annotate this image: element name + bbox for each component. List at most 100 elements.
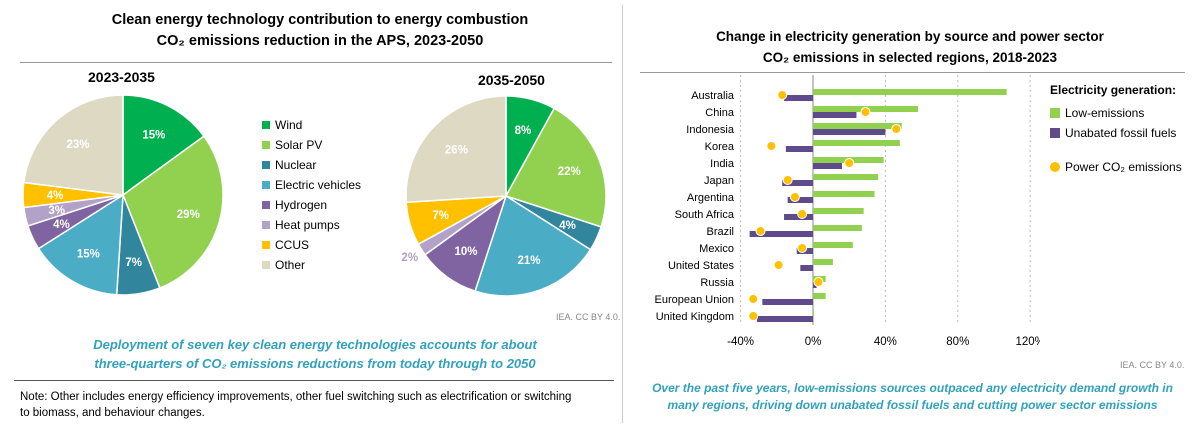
y-category-label: Mexico xyxy=(699,243,734,255)
left-divider xyxy=(20,62,612,63)
bar-fossil xyxy=(800,265,813,271)
bar-low-emissions xyxy=(813,293,826,299)
bar-low-emissions xyxy=(813,310,814,316)
right-source: IEA. CC BY 4.0. xyxy=(1120,360,1185,370)
pie-data-label: 23% xyxy=(67,139,90,151)
bar-fossil xyxy=(813,112,857,118)
legend-item: Electric vehicles xyxy=(262,175,361,195)
bar-low-emissions xyxy=(813,225,862,231)
right-divider xyxy=(640,72,1185,73)
y-category-label: Russia xyxy=(700,277,735,289)
bar-low-emissions xyxy=(813,89,1007,95)
pie1-title: 2023-2035 xyxy=(88,69,155,85)
bar-fossil xyxy=(762,299,813,305)
pie-slice xyxy=(122,94,205,197)
legend-swatch xyxy=(262,241,270,249)
legend-item: Hydrogen xyxy=(262,195,361,215)
co2-dot xyxy=(789,192,800,202)
pie-legend: Wind Solar PV Nuclear Electric vehicles Hydr… xyxy=(262,115,361,275)
right-title-line2: CO₂ emissions in selected regions, 2018-… xyxy=(762,50,1058,65)
bar-fossil xyxy=(785,146,813,152)
pie-charts: 15% 29% 7% 15% 4% 3% 4% 23% 8% 22% 4% 21% 10% 2% 7% 26% xyxy=(22,94,607,297)
pie-data-label: 7% xyxy=(432,210,449,222)
left-caption-line1: Deployment of seven key clean energy tec… xyxy=(93,337,537,352)
legend-label: Wind xyxy=(275,118,303,132)
co2-dot xyxy=(766,141,777,151)
legend-swatch xyxy=(262,201,270,209)
legend-swatch xyxy=(1050,128,1060,138)
pie-data-label: 8% xyxy=(515,125,532,137)
co2-dot xyxy=(748,311,759,321)
bar-fossil xyxy=(749,231,813,237)
y-category-label: Japan xyxy=(704,175,734,187)
bar-fossil xyxy=(756,316,813,322)
bar-low-emissions xyxy=(813,242,853,248)
legend-swatch xyxy=(262,221,270,229)
left-source: IEA. CC BY 4.0. xyxy=(556,312,621,322)
pie-slice xyxy=(37,193,124,296)
legend-low-emissions: Low-emissions xyxy=(1050,103,1182,123)
legend-swatch xyxy=(262,161,270,169)
note-line2: to biomass, and behaviour changes. xyxy=(20,407,205,419)
legend-item: Nuclear xyxy=(262,155,361,175)
legend-dot xyxy=(1050,162,1060,172)
left-title: Clean energy technology contribution to … xyxy=(40,10,600,52)
bar-low-emissions xyxy=(813,191,875,197)
pie-data-label: 15% xyxy=(142,129,165,141)
bar-fossil xyxy=(813,129,886,135)
pie-data-label: 21% xyxy=(518,255,541,267)
bar-low-emissions xyxy=(813,174,879,180)
x-tick-label: 0% xyxy=(805,336,822,348)
legend-label: Other xyxy=(275,258,306,272)
x-tick-label: 120% xyxy=(1015,336,1040,348)
co2-dot xyxy=(755,226,766,236)
left-caption-line2: three-quarters of CO₂ emissions reductio… xyxy=(94,356,536,371)
co2-dot xyxy=(748,294,759,304)
legend-swatch xyxy=(262,121,270,129)
pie-slice xyxy=(504,107,607,228)
y-category-label: United Kingdom xyxy=(656,311,734,323)
y-category-label: India xyxy=(710,158,735,170)
pie-slice xyxy=(22,94,124,196)
y-category-label: Indonesia xyxy=(686,124,735,136)
left-note: Note: Other includes energy efficiency i… xyxy=(20,389,571,421)
note-line1: Note: Other includes energy efficiency i… xyxy=(20,391,572,403)
bar-chart: -40% 0% 40% 80% 120% Australia China Indonesia K… xyxy=(654,75,1040,348)
legend-item: CCUS xyxy=(262,235,361,255)
bar-low-emissions xyxy=(813,123,902,129)
x-tick-label: -40% xyxy=(727,336,754,348)
right-caption-line2: many regions, driving down unabated foss… xyxy=(667,398,1158,412)
bar-low-emissions xyxy=(813,140,900,146)
bar-legend: Electricity generation: Low-emissions Un… xyxy=(1050,83,1182,177)
x-tick-label: 40% xyxy=(874,336,897,348)
left-caption: Deployment of seven key clean energy tec… xyxy=(20,335,610,373)
legend-label: Nuclear xyxy=(275,158,317,172)
panel-divider xyxy=(622,5,623,423)
pie-slice xyxy=(405,95,507,204)
left-title-line2: CO₂ emissions reduction in the APS, 2023… xyxy=(156,33,484,49)
pie-data-label: 29% xyxy=(177,209,200,221)
bar-fossil xyxy=(782,180,813,186)
y-category-label: China xyxy=(705,107,735,119)
pie-data-label: 10% xyxy=(455,246,478,258)
legend-co2: Power CO₂ emissions xyxy=(1050,157,1182,177)
legend-label: Hydrogen xyxy=(275,198,328,212)
co2-dot xyxy=(860,107,871,117)
legend-label: Low-emissions xyxy=(1065,106,1145,120)
co2-dot xyxy=(844,158,855,168)
legend-swatch xyxy=(262,261,270,269)
pie-data-label: 26% xyxy=(445,144,468,156)
legend-swatch xyxy=(262,141,270,149)
legend-item: Solar PV xyxy=(262,135,361,155)
legend-item: Other xyxy=(262,255,361,275)
pie-slice xyxy=(474,194,592,297)
left-title-line1: Clean energy technology contribution to … xyxy=(111,12,529,28)
co2-dot xyxy=(777,90,788,100)
y-category-label: Argentina xyxy=(687,192,735,204)
y-category-label: Australia xyxy=(691,90,735,102)
pie-data-label: 3% xyxy=(48,205,65,217)
bar-low-emissions xyxy=(813,208,864,214)
right-title: Change in electricity generation by sour… xyxy=(680,26,1140,68)
legend-label: Power CO₂ emissions xyxy=(1065,160,1182,174)
right-title-line1: Change in electricity generation by sour… xyxy=(716,29,1104,44)
